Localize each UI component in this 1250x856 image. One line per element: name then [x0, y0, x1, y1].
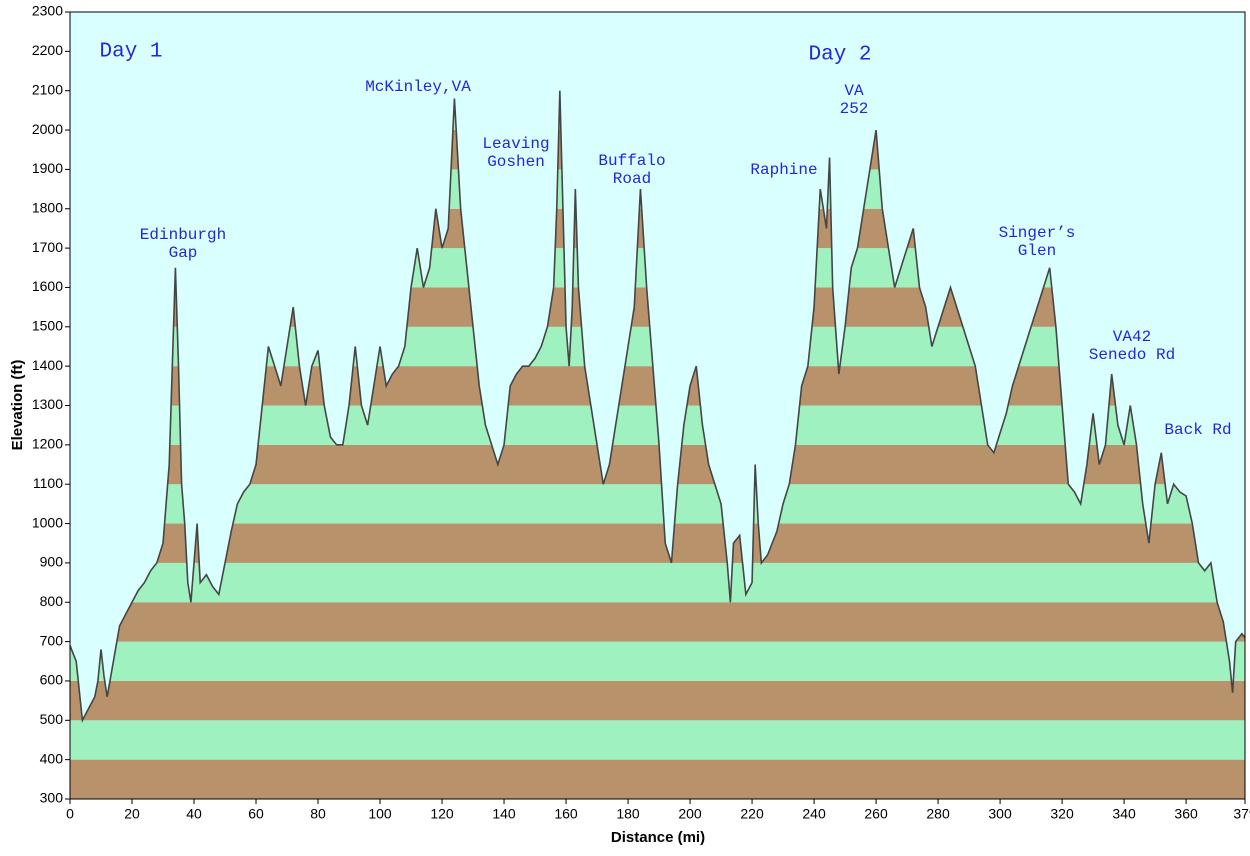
y-tick-label: 2000	[32, 121, 63, 137]
y-tick-label: 1100	[33, 475, 63, 491]
elevation-band	[70, 720, 1245, 760]
annotation: Goshen	[487, 153, 545, 171]
annotation: Senedo Rd	[1089, 346, 1175, 364]
x-axis-label: Distance (mi)	[611, 829, 705, 846]
y-tick-label: 400	[40, 750, 64, 766]
elevation-line	[69, 90, 1246, 724]
x-tick-label: 120	[430, 806, 454, 822]
annotation: Road	[613, 170, 651, 188]
elevation-band	[70, 444, 1245, 485]
x-tick-label: 379	[1233, 806, 1250, 822]
x-tick-label: 200	[678, 806, 702, 822]
annotation: Back Rd	[1164, 421, 1231, 439]
x-tick-label: 80	[310, 806, 326, 822]
x-tick-label: 260	[864, 806, 888, 822]
y-axis-label: Elevation (ft)	[9, 360, 26, 451]
y-tick-label: 700	[40, 632, 64, 648]
elevation-band	[70, 484, 1245, 524]
annotation: Singer’s	[999, 224, 1076, 242]
elevation-band	[70, 562, 1245, 603]
annotation: VA	[844, 82, 864, 100]
y-tick-label: 900	[40, 554, 64, 570]
x-tick-label: 180	[616, 806, 640, 822]
annotation: VA42	[1113, 328, 1151, 346]
x-tick-label: 240	[802, 806, 826, 822]
y-tick-label: 1800	[32, 199, 63, 215]
annotation: Edinburgh	[140, 226, 226, 244]
elevation-band	[70, 641, 1245, 681]
x-tick-label: 40	[186, 806, 202, 822]
y-tick-label: 2100	[32, 81, 63, 97]
y-tick-label: 600	[40, 672, 64, 688]
annotation: Day 2	[808, 44, 871, 67]
y-tick-label: 1500	[32, 318, 63, 334]
annotation: Glen	[1018, 242, 1056, 260]
x-tick-label: 220	[740, 806, 764, 822]
x-tick-label: 300	[988, 806, 1012, 822]
elevation-band	[70, 759, 1245, 799]
y-tick-label: 300	[40, 790, 64, 806]
x-tick-label: 340	[1112, 806, 1136, 822]
y-tick-label: 1400	[32, 357, 63, 373]
y-tick-label: 800	[40, 593, 64, 609]
y-tick-label: 1600	[32, 278, 63, 294]
annotation: 252	[840, 100, 869, 118]
x-tick-label: 320	[1050, 806, 1074, 822]
x-tick-label: 60	[248, 806, 264, 822]
x-tick-label: 360	[1174, 806, 1198, 822]
x-tick-label: 0	[66, 806, 74, 822]
x-tick-label: 140	[492, 806, 516, 822]
y-tick-label: 1000	[32, 514, 63, 530]
annotation: McKinley,VA	[365, 78, 471, 96]
y-tick-label: 2200	[32, 42, 63, 58]
annotation: Buffalo	[598, 152, 665, 170]
y-tick-label: 1700	[32, 239, 63, 255]
annotation: Day 1	[99, 41, 162, 64]
y-tick-label: 1300	[32, 396, 63, 412]
y-tick-label: 1200	[32, 436, 63, 452]
x-tick-label: 160	[554, 806, 578, 822]
elevation-band	[70, 523, 1245, 563]
x-tick-label: 280	[926, 806, 950, 822]
elevation-band	[70, 680, 1245, 721]
y-tick-label: 1900	[32, 160, 63, 176]
x-tick-label: 100	[368, 806, 392, 822]
annotation: Leaving	[482, 135, 549, 153]
annotation: Gap	[169, 244, 198, 262]
annotation: Raphine	[750, 161, 817, 179]
elevation-band	[70, 602, 1245, 642]
y-tick-label: 500	[40, 711, 64, 727]
x-tick-label: 20	[124, 806, 140, 822]
y-tick-label: 2300	[32, 3, 63, 19]
